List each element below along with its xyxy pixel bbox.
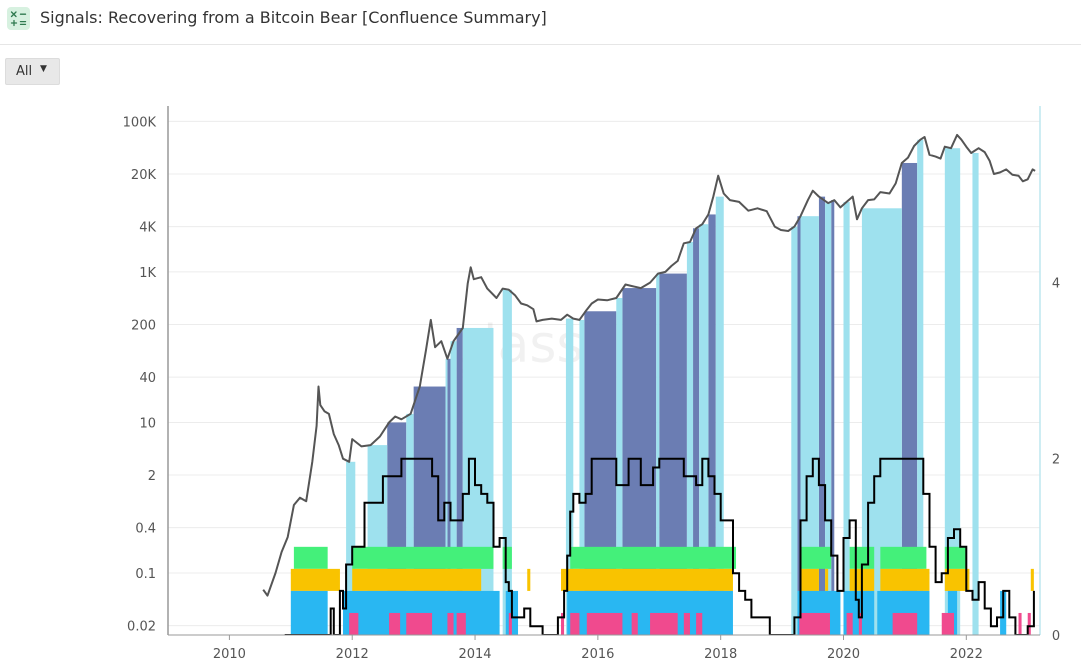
signal-band-pink [858, 612, 862, 635]
y-left-tick-label: 0.4 [135, 522, 156, 537]
signal-band-deep-blue [693, 228, 700, 635]
signal-band-light-blue [825, 203, 832, 635]
y-left-tick-label: 1K [139, 266, 156, 281]
y-left-tick-label: 4K [139, 221, 156, 236]
signal-band-light-blue [656, 273, 660, 635]
y-left-tick-label: 40 [139, 371, 156, 386]
signal-band-orange [527, 568, 531, 591]
signal-band-deep-blue [456, 327, 463, 635]
y-right-tick-label: 0 [1052, 629, 1060, 644]
y-left-tick-label: 0.1 [135, 567, 156, 582]
signal-band-green [880, 546, 927, 569]
signal-band-deep-blue [708, 214, 716, 635]
signal-band-pink [650, 612, 678, 635]
signal-band-orange [944, 568, 970, 591]
signal-band-pink [846, 612, 853, 635]
signal-band-pink [447, 612, 454, 635]
x-tick-label: 2014 [458, 647, 491, 662]
signal-band-orange [1030, 568, 1034, 591]
signal-band-light-blue [791, 226, 798, 635]
signal-band-orange [880, 568, 930, 591]
y-left-tick-label: 10 [139, 416, 156, 431]
signal-band-pink [561, 612, 565, 635]
signal-band-pink [586, 612, 623, 635]
signal-band-deep-blue [818, 196, 826, 635]
signal-band-light-blue [800, 216, 819, 635]
signal-band-pink [631, 612, 638, 635]
signal-band-light-blue [346, 461, 356, 635]
signal-band-orange [561, 568, 733, 591]
signal-band-deep-blue [797, 216, 801, 635]
y-left-tick-label: 200 [131, 319, 156, 334]
y-left-tick-label: 2 [148, 469, 156, 484]
filter-dropdown-label: All [16, 64, 33, 79]
signal-band-orange [825, 568, 829, 591]
y-right-tick-label: 4 [1052, 276, 1060, 291]
signal-band-light-blue [502, 289, 512, 635]
signal-band-light-blue [406, 413, 414, 635]
signal-band-light-blue [616, 298, 623, 635]
signal-band-green [944, 546, 967, 569]
signal-band-deep-blue [831, 200, 835, 635]
signal-band-orange [352, 568, 482, 591]
caret-down-icon: ▼ [40, 64, 47, 74]
signal-band-pink [683, 612, 690, 635]
chart-axes: 100K 20K 4K 1K 200 40 10 2 0.4 0.1 0.02 4 2 0 2010 2012… [123, 106, 1060, 662]
signal-band-light-blue [445, 358, 448, 635]
signal-band-light-blue [565, 318, 574, 635]
signal-band-green [293, 546, 328, 569]
y-right-tick-label: 2 [1052, 453, 1060, 468]
signal-band-orange [290, 568, 340, 591]
signal-band-green [570, 546, 737, 569]
chart-lines [262, 133, 1036, 635]
signal-band-light-blue [715, 196, 724, 635]
y-left-tick-label: 20K [131, 168, 157, 183]
signal-band-deep-blue [447, 358, 451, 635]
signal-band-green [352, 546, 494, 569]
signal-band-light-blue [579, 319, 585, 635]
signal-band-pink [941, 612, 955, 635]
x-tick-label: 2010 [213, 647, 246, 662]
signal-band-pink [892, 612, 918, 635]
page-title: Signals: Recovering from a Bitcoin Bear … [40, 8, 547, 27]
signal-band-pink [456, 612, 466, 635]
x-tick-label: 2020 [827, 647, 860, 662]
calculator-icon [7, 7, 30, 30]
signal-band-pink [349, 612, 359, 635]
signal-band-pink [570, 612, 580, 635]
signal-band-pink [1027, 612, 1031, 635]
y-left-tick-label: 100K [123, 115, 157, 130]
signal-band-orange [800, 568, 819, 591]
x-tick-label: 2018 [704, 647, 737, 662]
signal-band-light-blue [450, 341, 457, 635]
signal-band-cyan [290, 590, 328, 635]
signal-band-light-blue [972, 152, 979, 635]
signal-band-pink [508, 612, 512, 635]
signal-band-pink [406, 612, 433, 635]
x-tick-label: 2016 [581, 647, 614, 662]
signal-band-deep-blue [901, 162, 918, 635]
signal-band-pink [696, 612, 703, 635]
y-left-tick-label: 0.02 [127, 620, 156, 635]
signal-band-green [800, 546, 832, 569]
signal-band-light-blue [843, 201, 850, 635]
signal-band-pink [1018, 612, 1022, 635]
price-line [262, 133, 1036, 597]
x-tick-label: 2022 [950, 647, 983, 662]
signal-bands [290, 139, 1034, 635]
confluence-line [284, 457, 1035, 635]
signal-band-light-blue [917, 139, 924, 635]
signal-band-light-blue [686, 241, 694, 635]
signal-band-pink [389, 612, 401, 635]
filter-dropdown[interactable]: All ▼ [5, 58, 60, 85]
signal-band-light-blue [699, 224, 709, 635]
signal-band-light-blue [944, 148, 961, 635]
header-bar: Signals: Recovering from a Bitcoin Bear … [0, 0, 1081, 45]
x-tick-label: 2012 [336, 647, 369, 662]
signal-band-pink [799, 612, 830, 635]
signal-band-green [502, 546, 512, 569]
